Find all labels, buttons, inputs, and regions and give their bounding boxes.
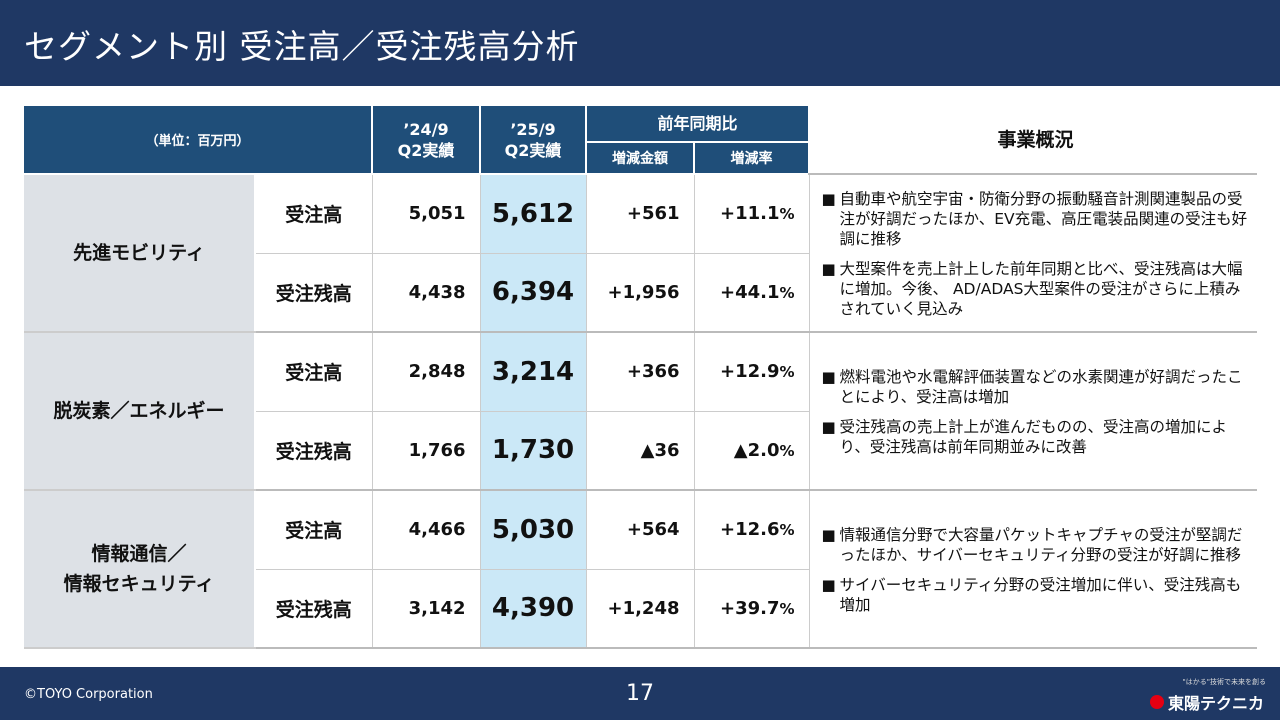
logo-tagline: "はかる"技術で未来を創る xyxy=(1182,678,1266,686)
rate-number: +12.9 xyxy=(720,361,780,383)
row-label: 受注高 xyxy=(255,174,373,254)
rate-value: +39.7% xyxy=(694,569,810,649)
prev-value: 4,466 xyxy=(372,490,481,570)
col-header-rate: 増減率 xyxy=(694,142,811,175)
copyright: ©TOYO Corporation xyxy=(24,687,153,702)
segment-name: 先進モビリティ xyxy=(24,174,256,333)
rate-percent: % xyxy=(779,283,795,302)
rate-percent: % xyxy=(779,205,795,224)
row-label: 受注残高 xyxy=(255,569,373,649)
business-notes: ■ 自動車や航空宇宙・防衛分野の振動騒音計測関連製品の受注が好調だったほか、EV充… xyxy=(808,174,1258,333)
row-label: 受注残高 xyxy=(255,411,373,491)
table-row: 受注残高 3,142 4,390 +1,248 +39.7% xyxy=(24,569,1257,649)
row-label: 受注高 xyxy=(255,332,373,412)
diff-value: +1,956 xyxy=(586,253,695,333)
col-header-prev-line2: Q2実績 xyxy=(397,140,455,160)
list-item: ■ 自動車や航空宇宙・防衛分野の振動騒音計測関連製品の受注が好調だったほか、EV充… xyxy=(822,189,1250,249)
col-header-cur-line1: ’25/9 xyxy=(510,119,556,139)
bullet-icon: ■ xyxy=(821,526,836,544)
col-header-cur: ’25/9 Q2実績 xyxy=(480,106,588,175)
note-text: 情報通信分野で大容量パケットキャプチャの受注が堅調だったほか、サイバーセキュリテ… xyxy=(839,526,1243,564)
bullet-icon: ■ xyxy=(821,418,836,436)
col-header-diff: 増減金額 xyxy=(586,142,696,175)
prev-value: 4,438 xyxy=(372,253,481,333)
diff-value: +1,248 xyxy=(586,569,695,649)
col-header-prev: ’24/9 Q2実績 xyxy=(372,106,482,175)
col-header-prev-line1: ’24/9 xyxy=(403,119,449,139)
table-row: 情報通信／ 情報セキュリティ 受注高 4,466 5,030 +564 +12.… xyxy=(24,490,1258,649)
list-item: ■ 情報通信分野で大容量パケットキャプチャの受注が堅調だったほか、サイバーセキュリ… xyxy=(822,525,1250,565)
logo-mark-icon xyxy=(1150,695,1164,709)
segment-name-line: 先進モビリティ xyxy=(73,242,205,264)
col-header-yoy: 前年同期比 xyxy=(586,106,811,143)
rate-value: +44.1% xyxy=(694,253,810,333)
prev-value: 2,848 xyxy=(372,332,481,412)
diff-value: +366 xyxy=(586,332,695,412)
segment-name-line: 脱炭素／エネルギー xyxy=(53,400,225,422)
col-header-business: 事業概況 xyxy=(808,106,1258,175)
prev-value: 5,051 xyxy=(372,174,481,254)
business-notes: ■ 燃料電池や水電解評価装置などの水素関連が好調だったことにより、受注高は増加 ■… xyxy=(808,332,1258,491)
bullet-icon: ■ xyxy=(821,260,836,278)
company-logo: "はかる"技術で未来を創る 東陽テクニカ xyxy=(1146,675,1266,713)
segment-name-line: 情報通信／ xyxy=(91,543,187,565)
prev-value: 1,766 xyxy=(372,411,481,491)
table-row: 先進モビリティ 受注高 5,051 5,612 +561 +11.1% ■ 自動車… xyxy=(24,174,1258,333)
rate-value: +12.6% xyxy=(694,490,810,570)
note-text: 受注残高の売上計上が進んだものの、受注高の増加により、受注残高は前年同期並みに改… xyxy=(839,418,1228,456)
note-text: 燃料電池や水電解評価装置などの水素関連が好調だったことにより、受注高は増加 xyxy=(839,368,1243,406)
table-row: 受注残高 1,766 1,730 ▲36 ▲2.0% xyxy=(24,411,1257,491)
segment-name: 情報通信／ 情報セキュリティ xyxy=(24,490,256,649)
diff-value: +564 xyxy=(586,490,695,570)
current-value: 1,730 xyxy=(480,411,587,491)
rate-percent: % xyxy=(779,521,795,540)
list-item: ■ サイバーセキュリティ分野の受注増加に伴い、受注残高も増加 xyxy=(822,575,1250,615)
bullet-icon: ■ xyxy=(821,576,836,594)
current-value: 3,214 xyxy=(480,332,587,412)
bullet-icon: ■ xyxy=(821,190,836,208)
page-number: 17 xyxy=(626,681,654,706)
segment-name-line: 情報セキュリティ xyxy=(63,573,215,595)
rate-number: +44.1 xyxy=(720,281,780,303)
current-value: 4,390 xyxy=(480,569,587,649)
current-value: 6,394 xyxy=(480,253,587,333)
rate-number: +39.7 xyxy=(720,597,780,619)
list-item: ■ 燃料電池や水電解評価装置などの水素関連が好調だったことにより、受注高は増加 xyxy=(822,367,1250,407)
row-label: 受注高 xyxy=(255,490,373,570)
business-notes: ■ 情報通信分野で大容量パケットキャプチャの受注が堅調だったほか、サイバーセキュリ… xyxy=(808,490,1258,649)
logo-name: 東陽テクニカ xyxy=(1168,694,1265,713)
rate-number: +12.6 xyxy=(720,519,780,541)
diff-value: +561 xyxy=(586,174,695,254)
table-row: 脱炭素／エネルギー 受注高 2,848 3,214 +366 +12.9% ■ 燃… xyxy=(24,332,1258,491)
current-value: 5,030 xyxy=(480,490,587,570)
rate-percent: % xyxy=(779,363,795,382)
table-row: 受注残高 4,438 6,394 +1,956 +44.1% xyxy=(24,253,1257,333)
segment-name: 脱炭素／エネルギー xyxy=(24,332,256,491)
rate-percent: % xyxy=(779,599,795,618)
list-item: ■ 大型案件を売上計上した前年同期と比べ、受注残高は大幅に増加。今後、 AD/AD… xyxy=(822,259,1250,319)
rate-value: ▲2.0% xyxy=(694,411,810,491)
rate-percent: % xyxy=(779,441,795,460)
current-value: 5,612 xyxy=(480,174,587,254)
slide-header: セグメント別 受注高／受注残高分析 xyxy=(0,0,1280,86)
prev-value: 3,142 xyxy=(372,569,481,649)
rate-number: ▲2.0 xyxy=(733,439,780,461)
row-label: 受注残高 xyxy=(255,253,373,333)
slide-footer: ©TOYO Corporation 17 "はかる"技術で未来を創る 東陽テクニ… xyxy=(0,667,1280,720)
diff-value: ▲36 xyxy=(586,411,695,491)
rate-number: +11.1 xyxy=(720,203,780,225)
note-text: 自動車や航空宇宙・防衛分野の振動騒音計測関連製品の受注が好調だったほか、EV充電… xyxy=(839,190,1248,248)
segment-table: （単位：百万円） ’24/9 Q2実績 ’25/9 Q2実績 前年同期比 事業概… xyxy=(24,106,1258,649)
note-text: サイバーセキュリティ分野の受注増加に伴い、受注残高も増加 xyxy=(839,576,1242,614)
bullet-icon: ■ xyxy=(821,368,836,386)
note-text: 大型案件を売上計上した前年同期と比べ、受注残高は大幅に増加。今後、 AD/ADA… xyxy=(839,260,1243,318)
col-header-cur-line2: Q2実績 xyxy=(504,140,562,160)
page-title: セグメント別 受注高／受注残高分析 xyxy=(24,27,580,66)
unit-label: （単位：百万円） xyxy=(24,106,374,175)
rate-value: +12.9% xyxy=(694,332,810,412)
list-item: ■ 受注残高の売上計上が進んだものの、受注高の増加により、受注残高は前年同期並みに… xyxy=(822,417,1250,457)
rate-value: +11.1% xyxy=(694,174,810,254)
